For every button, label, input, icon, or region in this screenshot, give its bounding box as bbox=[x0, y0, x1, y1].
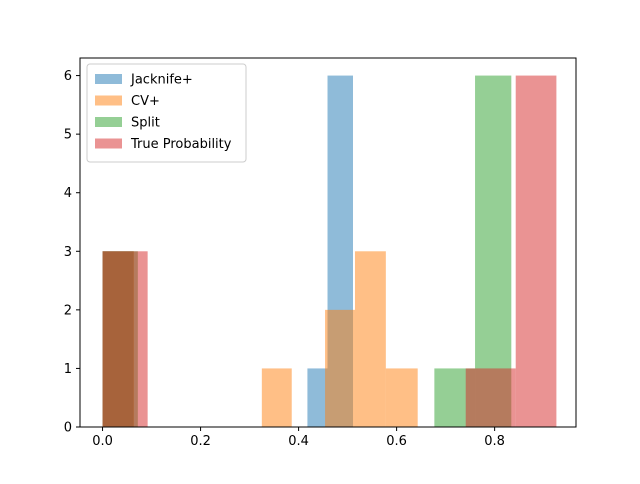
bar-series-3-bin-1 bbox=[465, 368, 516, 427]
bar-series-1-bin-3 bbox=[354, 251, 386, 427]
y-tick-label: 6 bbox=[64, 69, 72, 84]
bar-series-1-bin-2 bbox=[325, 309, 355, 427]
legend-label: True Probability bbox=[130, 137, 232, 152]
x-tick-label: 0.6 bbox=[386, 434, 407, 449]
legend-box bbox=[86, 63, 247, 163]
legend-swatch bbox=[95, 117, 122, 127]
y-tick-label: 2 bbox=[64, 303, 72, 318]
x-tick-label: 0.2 bbox=[190, 434, 211, 449]
legend-swatch bbox=[95, 74, 122, 84]
series-3 bbox=[102, 75, 557, 427]
y-tick-label: 0 bbox=[64, 421, 72, 436]
legend-swatch bbox=[95, 138, 122, 149]
bar-series-2-bin-2 bbox=[475, 75, 512, 427]
plot-frame bbox=[79, 57, 577, 428]
bar-series-3-bin-0 bbox=[102, 251, 148, 427]
legend-label: CV+ bbox=[131, 94, 160, 109]
legend: Jacknife+ CV+ Split True Probability bbox=[86, 63, 247, 163]
x-tick-label: 0.4 bbox=[288, 434, 309, 449]
x-tick-label: 0.8 bbox=[484, 434, 505, 449]
y-tick-label: 4 bbox=[64, 186, 72, 201]
legend-label: Jacknife+ bbox=[130, 73, 193, 88]
legend-swatch bbox=[95, 95, 122, 106]
bar-series-0-bin-1 bbox=[307, 368, 328, 427]
y-tick-label: 3 bbox=[64, 245, 72, 260]
y-tick-label: 1 bbox=[64, 362, 72, 377]
bar-series-1-bin-4 bbox=[385, 368, 418, 427]
bar-series-3-bin-2 bbox=[515, 75, 557, 427]
bar-series-1-bin-1 bbox=[261, 368, 292, 427]
x-axis: 0.0 0.2 0.4 0.6 0.8 bbox=[92, 427, 505, 449]
y-axis: 0 1 2 3 4 5 6 bbox=[64, 69, 80, 436]
legend-label: Split bbox=[131, 116, 160, 131]
y-tick-label: 5 bbox=[64, 128, 72, 143]
bars-layer bbox=[102, 75, 557, 427]
x-tick-label: 0.0 bbox=[92, 434, 113, 449]
series-1 bbox=[102, 251, 418, 427]
